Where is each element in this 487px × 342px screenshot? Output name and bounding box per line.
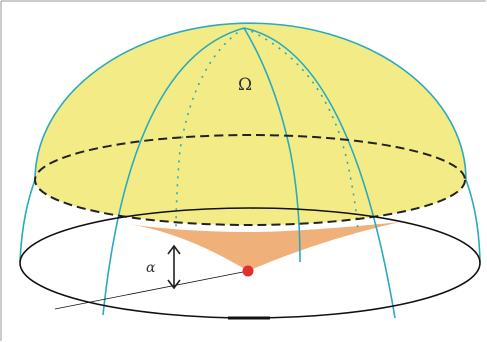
meridian-center — [243, 27, 301, 263]
dome-outline — [34, 22, 467, 181]
elevation-arrow-head-bottom — [167, 279, 181, 290]
meridian-back-right — [243, 27, 359, 233]
solid-angle-label: Ω — [238, 75, 252, 95]
elevation-angle-label: α — [146, 260, 156, 276]
dome-side-left — [19, 179, 36, 263]
dome-side-right — [465, 179, 481, 263]
elevation-arrow-head-top — [167, 244, 181, 255]
meridian-back-left — [175, 27, 245, 233]
observer-point — [242, 265, 254, 277]
cone-region — [120, 222, 400, 271]
meridian-right — [243, 27, 396, 319]
horizon-radius — [54, 270, 249, 310]
meridian-left — [102, 27, 245, 316]
dome-region — [35, 23, 466, 226]
elevation-circle — [34, 134, 466, 226]
